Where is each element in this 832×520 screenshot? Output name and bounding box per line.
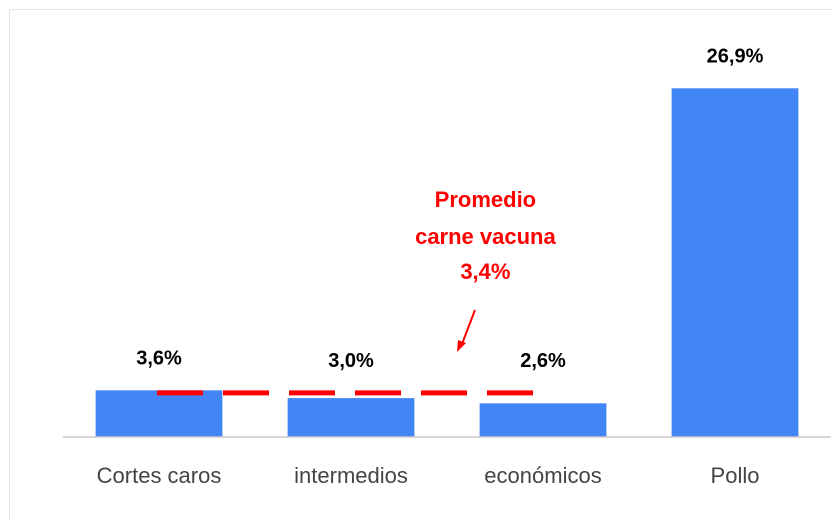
x-tick-label: Cortes caros (97, 463, 222, 488)
value-label: 3,6% (136, 348, 182, 370)
value-label: 26,9% (707, 46, 764, 68)
arrow-shaft (461, 309, 476, 345)
bar (287, 398, 415, 437)
frame (9, 9, 832, 520)
annotation: Promedio (435, 187, 536, 212)
value-label: 2,6% (520, 350, 566, 372)
x-tick-label: intermedios (294, 463, 408, 488)
arrow-head (457, 340, 466, 352)
value-label: 3,0% (328, 350, 374, 372)
bar (95, 390, 223, 437)
bar (479, 403, 607, 437)
x-tick-label: económicos (484, 463, 601, 488)
x-tick-label: Pollo (711, 463, 760, 488)
annotation: carne vacuna (415, 224, 556, 249)
bar (671, 88, 799, 437)
average-label: 3,4% (460, 259, 510, 284)
